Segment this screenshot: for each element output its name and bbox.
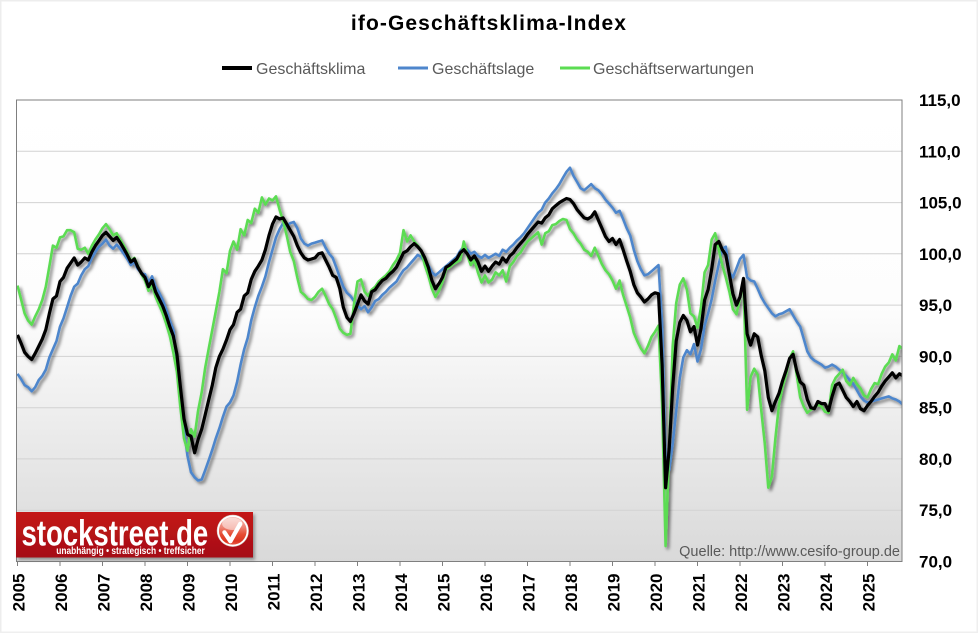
svg-text:90,0: 90,0 xyxy=(919,347,952,366)
svg-text:2005: 2005 xyxy=(10,574,29,612)
svg-text:2023: 2023 xyxy=(775,574,794,612)
svg-text:2021: 2021 xyxy=(690,574,709,612)
svg-text:2024: 2024 xyxy=(817,573,836,611)
svg-text:2017: 2017 xyxy=(520,574,539,612)
svg-text:2019: 2019 xyxy=(605,574,624,612)
svg-text:Geschäftserwartungen: Geschäftserwartungen xyxy=(593,61,754,78)
svg-text:85,0: 85,0 xyxy=(919,399,952,418)
svg-text:110,0: 110,0 xyxy=(919,142,961,161)
svg-text:2006: 2006 xyxy=(52,574,71,612)
svg-text:2014: 2014 xyxy=(392,573,411,611)
svg-text:2012: 2012 xyxy=(307,574,326,612)
svg-text:2018: 2018 xyxy=(562,574,581,612)
svg-text:Quelle: http://www.cesifo-grou: Quelle: http://www.cesifo-group.de xyxy=(679,544,900,560)
svg-text:ifo-Geschäftsklima-Index: ifo-Geschäftsklima-Index xyxy=(351,12,627,35)
svg-text:Geschäftslage: Geschäftslage xyxy=(432,61,534,78)
svg-text:2020: 2020 xyxy=(647,574,666,612)
svg-text:115,0: 115,0 xyxy=(919,91,961,110)
svg-text:2016: 2016 xyxy=(477,574,496,612)
svg-text:75,0: 75,0 xyxy=(919,501,952,520)
svg-text:Geschäftsklima: Geschäftsklima xyxy=(256,61,365,78)
svg-text:2022: 2022 xyxy=(732,574,751,612)
svg-text:2011: 2011 xyxy=(265,574,284,611)
svg-text:2008: 2008 xyxy=(137,574,156,612)
svg-text:2025: 2025 xyxy=(860,574,879,612)
svg-text:105,0: 105,0 xyxy=(919,194,962,213)
svg-text:80,0: 80,0 xyxy=(919,450,952,469)
svg-text:2013: 2013 xyxy=(350,574,369,612)
svg-text:95,0: 95,0 xyxy=(919,296,952,315)
svg-text:unabhängig • strategisch • tre: unabhängig • strategisch • treffsicher xyxy=(56,545,205,557)
svg-text:2009: 2009 xyxy=(180,574,199,612)
svg-text:2015: 2015 xyxy=(435,574,454,612)
svg-text:70,0: 70,0 xyxy=(919,553,952,572)
svg-text:100,0: 100,0 xyxy=(919,245,962,264)
svg-text:2007: 2007 xyxy=(95,574,114,612)
svg-text:2010: 2010 xyxy=(222,574,241,612)
